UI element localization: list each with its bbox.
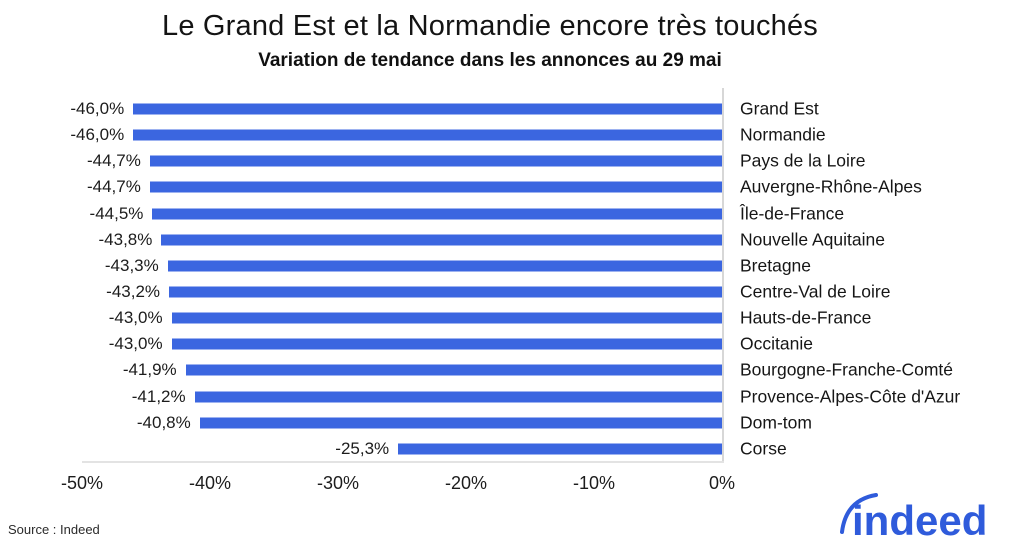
category-label: Nouvelle Aquitaine bbox=[740, 229, 885, 250]
logo-wordmark: indeed bbox=[852, 497, 987, 542]
bar bbox=[199, 417, 722, 429]
category-label: Centre-Val de Loire bbox=[740, 281, 891, 302]
category-label: Auvergne-Rhône-Alpes bbox=[740, 176, 922, 197]
bar-row: -43,3% Bretagne bbox=[82, 253, 811, 279]
source-note: Source : Indeed bbox=[8, 522, 100, 537]
category-label: Pays de la Loire bbox=[740, 150, 866, 171]
category-label: Dom-tom bbox=[740, 412, 812, 433]
bar bbox=[133, 103, 722, 115]
x-tick-label: -30% bbox=[316, 473, 360, 493]
bar bbox=[149, 181, 722, 193]
bar-value-label: -46,0% bbox=[70, 99, 125, 119]
category-label: Occitanie bbox=[740, 333, 813, 354]
bar-row: -43,0% Occitanie bbox=[82, 331, 813, 357]
x-axis: -50% -40% -30% -20% -10% 0% bbox=[61, 473, 735, 497]
bar-row: -46,0% Grand Est bbox=[70, 96, 818, 122]
bar-value-label: -43,8% bbox=[98, 229, 153, 249]
bar-row: -41,2% Provence-Alpes-Côte d'Azur bbox=[82, 384, 960, 410]
category-label: Hauts-de-France bbox=[740, 307, 872, 328]
bar-row: -43,0% Hauts-de-France bbox=[82, 305, 872, 331]
logo-swoosh-icon bbox=[840, 493, 878, 534]
bar bbox=[185, 364, 722, 376]
chart-title: Le Grand Est et la Normandie encore très… bbox=[162, 10, 818, 42]
bar bbox=[161, 234, 722, 246]
indeed-logo: indeed bbox=[836, 488, 1020, 544]
bar-row: -41,9% Bourgogne-Franche-Comté bbox=[82, 357, 953, 383]
bar bbox=[167, 260, 722, 272]
bar-value-label: -46,0% bbox=[70, 125, 125, 145]
category-label: Île-de-France bbox=[740, 203, 845, 224]
bar-row: -44,5% Île-de-France bbox=[82, 201, 845, 227]
bar-value-label: -25,3% bbox=[335, 438, 390, 458]
bar-row: -25,3% Corse bbox=[82, 436, 786, 462]
bar-row: -44,7% Pays de la Loire bbox=[82, 148, 866, 174]
category-label: Provence-Alpes-Côte d'Azur bbox=[740, 386, 961, 407]
bar-row: -44,7% Auvergne-Rhône-Alpes bbox=[82, 174, 922, 200]
bar-value-label: -44,7% bbox=[86, 177, 141, 197]
bar bbox=[133, 129, 722, 141]
category-label: Corse bbox=[740, 438, 787, 459]
indeed-logo-graphic: indeed bbox=[840, 493, 987, 544]
category-label: Normandie bbox=[740, 124, 826, 145]
x-tick-label: -10% bbox=[572, 473, 616, 493]
bar bbox=[171, 338, 722, 350]
category-label: Grand Est bbox=[740, 98, 819, 119]
bar bbox=[194, 391, 722, 403]
bar-value-label: -44,5% bbox=[89, 203, 144, 223]
bar-value-label: -41,9% bbox=[122, 360, 177, 380]
bar-value-label: -44,7% bbox=[86, 151, 141, 171]
chart-header: Le Grand Est et la Normandie encore très… bbox=[0, 8, 980, 72]
x-tick-label: 0% bbox=[708, 473, 736, 493]
bar bbox=[171, 312, 722, 324]
x-axis-line bbox=[82, 461, 724, 463]
bar bbox=[152, 208, 722, 220]
bar-value-label: -41,2% bbox=[131, 386, 186, 406]
chart-subtitle: Variation de tendance dans les annonces … bbox=[258, 50, 722, 71]
plot-rows: -46,0% Grand Est -46,0% Normandie -44,7% Pays… bbox=[70, 96, 960, 462]
bar-value-label: -43,0% bbox=[108, 334, 163, 354]
bar-row: -43,2% Centre-Val de Loire bbox=[82, 279, 890, 305]
x-tick-label: -40% bbox=[188, 473, 232, 493]
bar-value-label: -43,2% bbox=[106, 282, 161, 302]
bar-value-label: -43,0% bbox=[108, 308, 163, 328]
x-tick-label: -20% bbox=[444, 473, 488, 493]
bar bbox=[398, 443, 722, 455]
x-tick-label: -50% bbox=[60, 473, 104, 493]
bar-value-label: -43,3% bbox=[104, 255, 159, 275]
bar-row: -43,8% Nouvelle Aquitaine bbox=[82, 227, 885, 253]
bar-value-label: -40,8% bbox=[136, 412, 191, 432]
category-label: Bourgogne-Franche-Comté bbox=[740, 359, 954, 380]
bar-row: -46,0% Normandie bbox=[70, 122, 825, 148]
bar-row: -40,8% Dom-tom bbox=[82, 410, 812, 436]
zero-axis-line bbox=[722, 88, 724, 463]
category-label: Bretagne bbox=[740, 255, 812, 276]
bar bbox=[149, 155, 722, 167]
bar bbox=[169, 286, 722, 298]
